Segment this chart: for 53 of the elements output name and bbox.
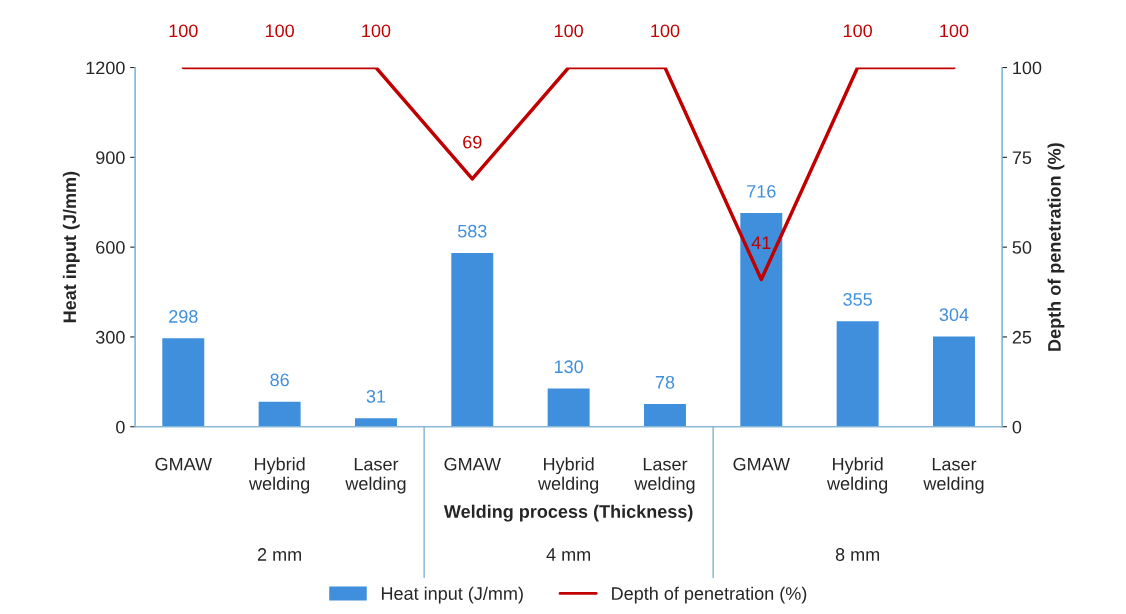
x-tick-label: GMAW — [444, 457, 501, 471]
text: 2 mm — [257, 548, 301, 561]
data-label: 130 — [554, 360, 583, 374]
data-label: 298 — [169, 310, 198, 323]
x-tick-label: Laser welding — [923, 457, 984, 494]
bar — [449, 251, 495, 427]
x-tick-label: GMAW — [155, 457, 212, 471]
bar — [642, 402, 688, 427]
legend-label: Depth of penetration (%) — [612, 586, 807, 604]
bar — [835, 319, 881, 427]
text: 4 mm — [546, 548, 591, 561]
data-label: 100 — [265, 24, 294, 38]
x-tick-label: Laser welding — [634, 457, 695, 494]
data-label: 716 — [747, 184, 776, 198]
data-label: 100 — [169, 24, 198, 38]
y2-tick-label: 25 — [1012, 330, 1032, 344]
data-label: 100 — [651, 24, 680, 38]
y-tick-label: 1200 — [86, 61, 125, 75]
bar — [160, 336, 206, 427]
data-label: 41 — [751, 236, 771, 249]
data-label: 583 — [457, 224, 487, 238]
x-axis-title: Welding process (Thickness) — [443, 504, 693, 522]
y2-tick-label: 50 — [1012, 241, 1032, 254]
data-label: 100 — [362, 24, 391, 38]
x-tick-label: Hybrid welding — [827, 457, 888, 494]
text: 8 mm — [835, 548, 880, 561]
x-tick-label: Laser welding — [345, 457, 406, 494]
y-tick-label: 900 — [96, 151, 125, 165]
y2-tick-label: 100 — [1013, 61, 1042, 75]
y2-tick-label: 75 — [1012, 151, 1032, 165]
bar — [738, 211, 784, 427]
bar — [931, 335, 977, 427]
y-axis-title: Heat input (J/mm) — [62, 171, 80, 323]
data-label: 86 — [270, 373, 289, 387]
data-label: 100 — [940, 24, 969, 38]
y-tick-label: 300 — [95, 330, 125, 344]
data-label: 100 — [843, 24, 872, 38]
x-tick-label: Hybrid welding — [537, 457, 599, 494]
bar — [546, 387, 592, 427]
data-label: 78 — [655, 375, 675, 389]
bar — [257, 400, 302, 427]
data-label: 69 — [463, 135, 482, 149]
y2-tick-label: 0 — [1012, 420, 1022, 434]
x-tick-label: Hybrid welding — [248, 457, 310, 494]
data-label: 304 — [939, 308, 969, 322]
y2-axis-title: Depth of penetration (%) — [1047, 143, 1065, 351]
y-tick-label: 0 — [116, 420, 125, 434]
x-tick-label: GMAW — [733, 457, 790, 471]
data-label: 355 — [843, 293, 872, 306]
y-tick-label: 600 — [96, 241, 125, 254]
legend-label: Heat input (J/mm) — [381, 586, 523, 604]
data-label: 100 — [554, 24, 583, 38]
data-label: 31 — [366, 389, 386, 403]
